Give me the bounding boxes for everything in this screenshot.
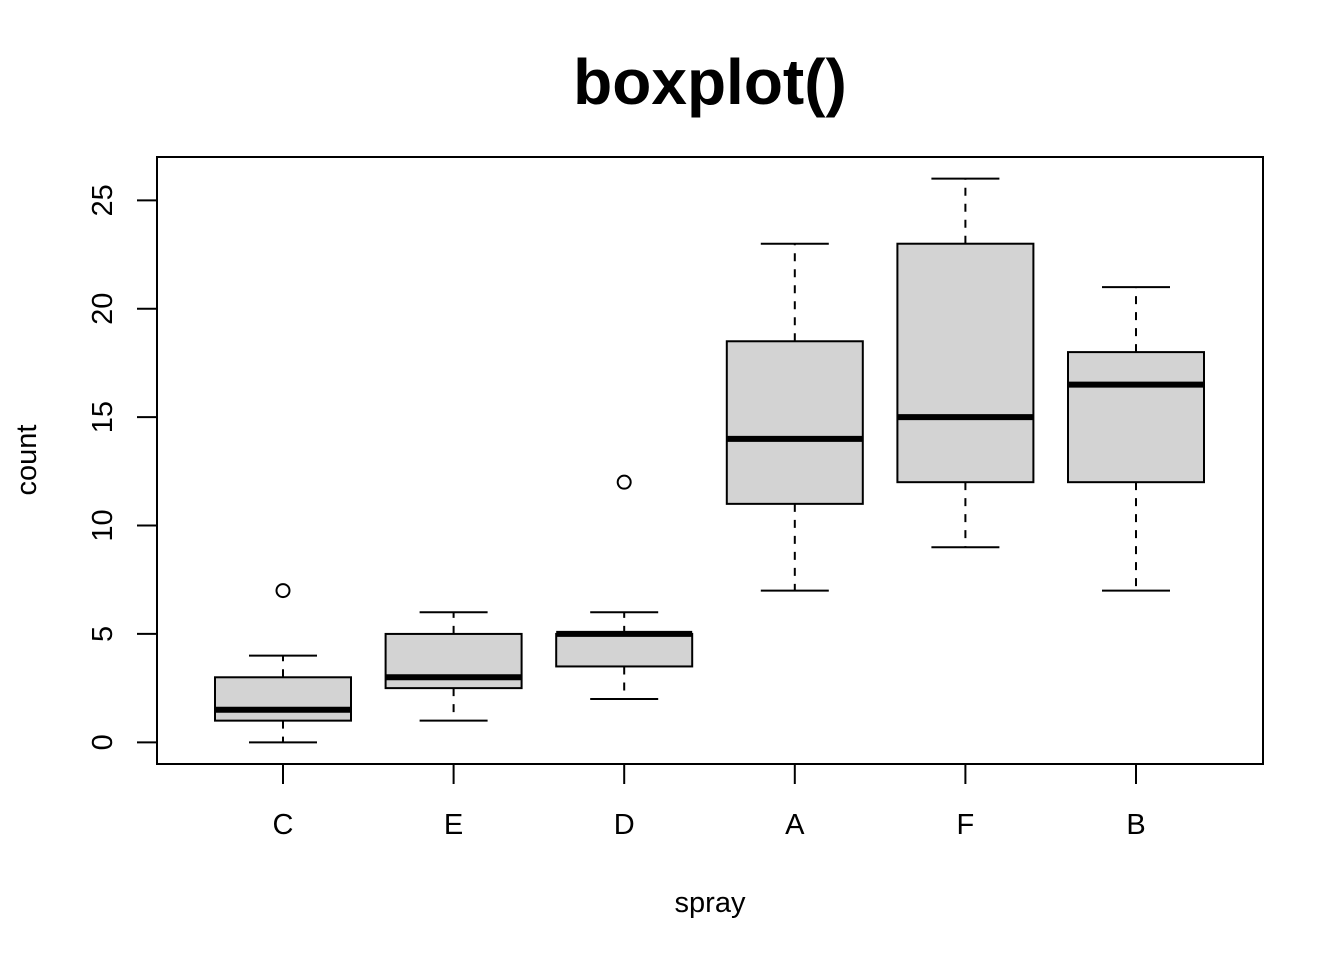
y-tick-label-25: 25 (87, 184, 119, 216)
box-C (214, 583, 352, 744)
box-F (896, 177, 1035, 549)
outlier-point-C-0 (275, 583, 291, 599)
box-E (384, 611, 523, 722)
boxes-layer (214, 177, 1205, 744)
box-body-B (1067, 351, 1205, 484)
x-tick-label-F: F (957, 809, 975, 841)
x-tick-label-E: E (444, 809, 463, 841)
y-tick-label-20: 20 (87, 293, 119, 325)
box-A (725, 242, 864, 592)
box-body-C (214, 676, 352, 722)
x-tick-label-C: C (273, 809, 294, 841)
box-body-F (896, 242, 1035, 484)
y-tick-label-5: 5 (87, 626, 119, 642)
y-axis-label: count (11, 425, 43, 496)
box-body-D (555, 632, 694, 668)
box-B (1067, 286, 1205, 592)
x-tick-label-A: A (785, 809, 805, 841)
x-tick-label-B: B (1126, 809, 1145, 841)
chart-title: boxplot() (573, 46, 847, 118)
y-axis: 0 5 10 15 20 25 (87, 184, 158, 750)
x-tick-label-D: D (614, 809, 635, 841)
box-D (555, 474, 694, 700)
outlier-point-D-0 (616, 474, 632, 490)
y-tick-label-15: 15 (87, 401, 119, 433)
x-axis-label: spray (675, 887, 746, 919)
y-tick-label-0: 0 (87, 734, 119, 750)
box-body-A (725, 340, 864, 505)
y-tick-label-10: 10 (87, 509, 119, 541)
